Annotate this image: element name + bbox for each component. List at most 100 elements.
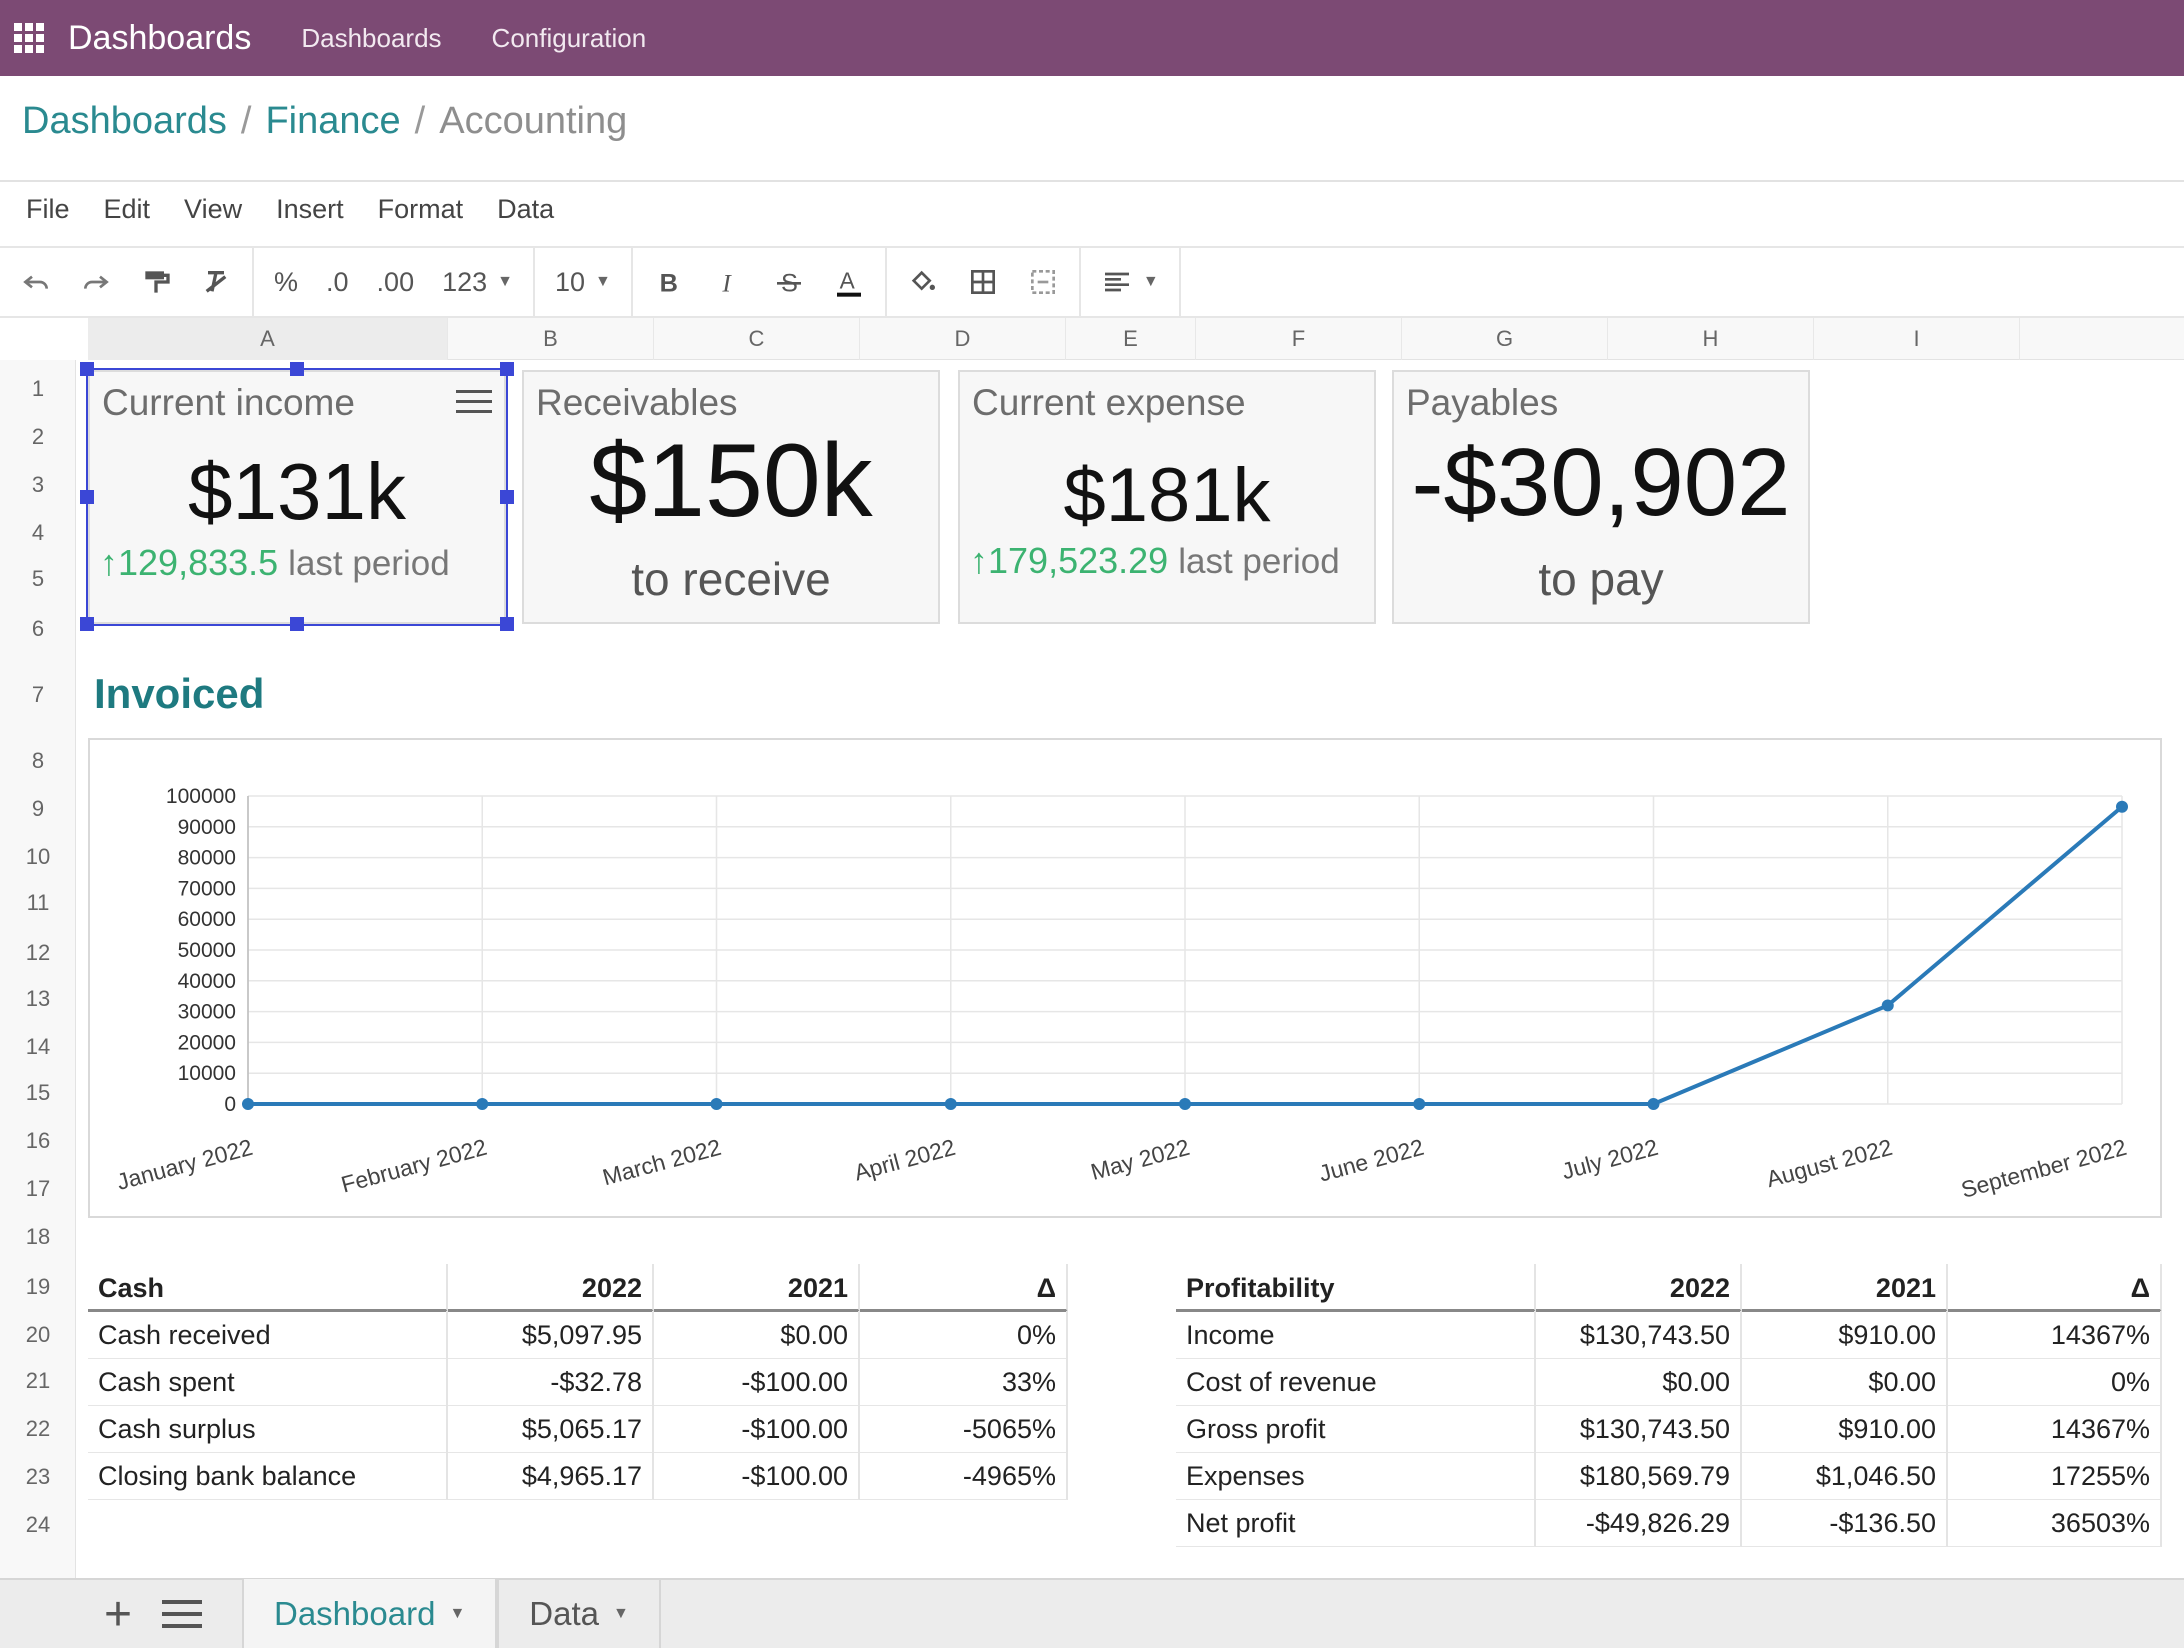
menu-edit[interactable]: Edit — [103, 194, 151, 224]
table-cell[interactable]: -$100.00 — [654, 1452, 860, 1500]
decrease-decimal-button[interactable]: .0 — [326, 266, 349, 297]
row-header[interactable]: 2 — [31, 424, 45, 449]
scorecard-payables[interactable]: Payables -$30,902 to pay — [1392, 370, 1810, 624]
column-header[interactable]: 2022 — [1536, 1264, 1742, 1312]
column-header[interactable]: Cash — [88, 1264, 448, 1312]
table-cell[interactable]: Income — [1176, 1311, 1536, 1359]
table-cell[interactable]: Gross profit — [1176, 1405, 1536, 1453]
column-header-a[interactable]: A — [88, 318, 448, 360]
table-cell[interactable]: $5,065.17 — [448, 1405, 654, 1453]
list-sheets-icon[interactable] — [162, 1600, 202, 1628]
table-cell[interactable]: 17255% — [1948, 1452, 2162, 1500]
more-formats-button[interactable]: 123 ▼ — [442, 267, 513, 298]
row-header[interactable]: 12 — [25, 940, 51, 965]
table-cell[interactable]: -5065% — [860, 1405, 1068, 1453]
column-header-h[interactable]: H — [1608, 318, 1814, 360]
sheet-tab-dashboard[interactable]: Dashboard ▼ — [242, 1579, 498, 1648]
row-header[interactable]: 9 — [31, 796, 45, 821]
italic-icon[interactable]: I — [713, 266, 745, 298]
column-header[interactable]: Δ — [1948, 1264, 2162, 1312]
table-cell[interactable]: Closing bank balance — [88, 1452, 448, 1500]
resize-handle[interactable] — [290, 617, 304, 631]
table-cell[interactable]: -4965% — [860, 1452, 1068, 1500]
table-cell[interactable]: Net profit — [1176, 1499, 1536, 1547]
row-header[interactable]: 15 — [25, 1080, 51, 1105]
invoiced-line-chart[interactable]: 0 10000 20000 30000 40000 50000 60000 70000 8000… — [88, 738, 2162, 1218]
table-cell[interactable]: -$100.00 — [654, 1358, 860, 1406]
row-header[interactable]: 20 — [25, 1322, 51, 1347]
align-left-icon[interactable]: ▼ — [1101, 266, 1159, 298]
table-cell[interactable]: $130,743.50 — [1536, 1405, 1742, 1453]
row-header[interactable]: 18 — [25, 1224, 51, 1249]
paint-format-icon[interactable] — [140, 266, 172, 298]
row-header[interactable]: 22 — [25, 1416, 51, 1441]
increase-decimal-button[interactable]: .00 — [376, 266, 415, 297]
table-cell[interactable]: $0.00 — [654, 1311, 860, 1359]
column-header-i[interactable]: I — [1814, 318, 2020, 360]
scorecard-receivables[interactable]: Receivables $150k to receive — [522, 370, 940, 624]
column-header[interactable]: Profitability — [1176, 1264, 1536, 1312]
menu-view[interactable]: View — [184, 194, 243, 224]
row-header[interactable]: 13 — [25, 986, 51, 1011]
row-header[interactable]: 10 — [25, 844, 51, 869]
row-header[interactable]: 19 — [25, 1274, 51, 1299]
breadcrumb-dashboards[interactable]: Dashboards — [22, 100, 227, 142]
app-title[interactable]: Dashboards — [68, 18, 252, 57]
table-cell[interactable]: Cash received — [88, 1311, 448, 1359]
menu-icon[interactable] — [456, 390, 492, 416]
table-cell[interactable]: 33% — [860, 1358, 1068, 1406]
resize-handle[interactable] — [80, 362, 94, 376]
table-cell[interactable]: -$32.78 — [448, 1358, 654, 1406]
format-percent-button[interactable]: % — [274, 266, 299, 297]
sheet-tab-data[interactable]: Data ▼ — [497, 1579, 661, 1648]
table-cell[interactable]: $5,097.95 — [448, 1311, 654, 1359]
column-header-d[interactable]: D — [860, 318, 1066, 360]
table-cell[interactable]: $4,965.17 — [448, 1452, 654, 1500]
breadcrumb-finance[interactable]: Finance — [265, 100, 401, 142]
row-header[interactable]: 21 — [25, 1368, 51, 1393]
table-cell[interactable]: $910.00 — [1742, 1405, 1948, 1453]
bold-icon[interactable]: B — [653, 266, 685, 298]
table-cell[interactable]: $910.00 — [1742, 1311, 1948, 1359]
table-cell[interactable]: 0% — [860, 1311, 1068, 1359]
table-cell[interactable]: -$136.50 — [1742, 1499, 1948, 1547]
column-header-f[interactable]: F — [1196, 318, 1402, 360]
menu-format[interactable]: Format — [377, 194, 464, 224]
table-cell[interactable]: 14367% — [1948, 1405, 2162, 1453]
table-cell[interactable]: $180,569.79 — [1536, 1452, 1742, 1500]
resize-handle[interactable] — [290, 362, 304, 376]
row-header[interactable]: 16 — [25, 1128, 51, 1153]
borders-icon[interactable] — [967, 266, 999, 298]
table-cell[interactable]: Expenses — [1176, 1452, 1536, 1500]
table-cell[interactable]: Cash spent — [88, 1358, 448, 1406]
table-cell[interactable]: 14367% — [1948, 1311, 2162, 1359]
redo-icon[interactable] — [80, 266, 112, 298]
row-header[interactable]: 23 — [25, 1464, 51, 1489]
row-header[interactable]: 1 — [31, 376, 45, 401]
column-header[interactable]: 2022 — [448, 1264, 654, 1312]
table-cell[interactable]: Cash surplus — [88, 1405, 448, 1453]
strikethrough-icon[interactable]: S — [773, 266, 805, 298]
table-cell[interactable]: $0.00 — [1742, 1358, 1948, 1406]
nav-dashboards[interactable]: Dashboards — [301, 22, 442, 53]
add-sheet-button[interactable]: + — [103, 1587, 133, 1641]
row-header[interactable]: 3 — [31, 472, 45, 497]
table-cell[interactable]: $1,046.50 — [1742, 1452, 1948, 1500]
row-header[interactable]: 6 — [31, 616, 45, 641]
row-header[interactable]: 24 — [25, 1512, 51, 1537]
resize-handle[interactable] — [500, 490, 514, 504]
row-header[interactable]: 4 — [31, 520, 45, 545]
table-cell[interactable]: $130,743.50 — [1536, 1311, 1742, 1359]
scorecard-current-expense[interactable]: Current expense $181k ↑179,523.29 last p… — [958, 370, 1376, 624]
row-header[interactable]: 17 — [25, 1176, 51, 1201]
table-cell[interactable]: -$49,826.29 — [1536, 1499, 1742, 1547]
table-cell[interactable]: 36503% — [1948, 1499, 2162, 1547]
table-cell[interactable]: $0.00 — [1536, 1358, 1742, 1406]
resize-handle[interactable] — [80, 617, 94, 631]
resize-handle[interactable] — [500, 362, 514, 376]
column-header-e[interactable]: E — [1066, 318, 1196, 360]
column-header[interactable]: 2021 — [1742, 1264, 1948, 1312]
clear-format-icon[interactable] — [200, 266, 232, 298]
row-header[interactable]: 11 — [26, 890, 50, 915]
column-header-b[interactable]: B — [448, 318, 654, 360]
